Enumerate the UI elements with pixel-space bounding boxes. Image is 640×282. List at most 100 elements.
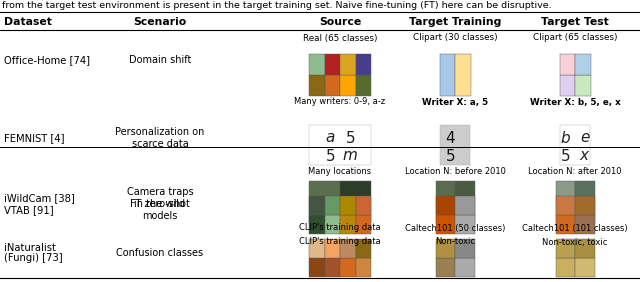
- Text: from the target test environment is present in the target training set. Naive fi: from the target test environment is pres…: [2, 1, 552, 10]
- FancyBboxPatch shape: [324, 196, 340, 215]
- FancyBboxPatch shape: [556, 202, 575, 223]
- Text: Source: Source: [319, 17, 361, 27]
- Text: Caltech101 (101 classes): Caltech101 (101 classes): [522, 224, 628, 232]
- FancyBboxPatch shape: [455, 196, 474, 215]
- Text: $\it{5}$: $\it{5}$: [345, 130, 355, 146]
- Text: Non-toxic: Non-toxic: [435, 237, 475, 246]
- Text: Personalization on
scarce data: Personalization on scarce data: [115, 127, 205, 149]
- Text: CLIP's training data: CLIP's training data: [299, 237, 381, 246]
- FancyBboxPatch shape: [309, 125, 371, 165]
- FancyBboxPatch shape: [340, 215, 355, 234]
- Text: Scenario: Scenario: [133, 17, 187, 27]
- Text: FT zero-shot
models: FT zero-shot models: [130, 199, 190, 221]
- FancyBboxPatch shape: [440, 125, 470, 165]
- Text: Writer X: b, 5, e, x: Writer X: b, 5, e, x: [530, 98, 620, 107]
- FancyBboxPatch shape: [435, 258, 455, 277]
- Text: Target Test: Target Test: [541, 17, 609, 27]
- Text: Camera traps
in the wild: Camera traps in the wild: [127, 187, 193, 209]
- FancyBboxPatch shape: [435, 239, 455, 258]
- FancyBboxPatch shape: [324, 258, 340, 277]
- FancyBboxPatch shape: [575, 239, 595, 258]
- FancyBboxPatch shape: [340, 239, 355, 258]
- Text: $\it{e}$: $\it{e}$: [580, 131, 590, 146]
- Text: (Fungi) [73]: (Fungi) [73]: [4, 253, 63, 263]
- FancyBboxPatch shape: [559, 75, 575, 96]
- FancyBboxPatch shape: [575, 181, 595, 202]
- FancyBboxPatch shape: [455, 215, 474, 234]
- Text: Target Training: Target Training: [409, 17, 501, 27]
- Text: Clipart (65 classes): Clipart (65 classes): [532, 34, 617, 43]
- Text: Domain shift: Domain shift: [129, 55, 191, 65]
- FancyBboxPatch shape: [575, 75, 591, 96]
- Text: Real (65 classes): Real (65 classes): [303, 34, 377, 43]
- FancyBboxPatch shape: [309, 202, 340, 223]
- FancyBboxPatch shape: [435, 181, 455, 202]
- FancyBboxPatch shape: [575, 202, 595, 223]
- FancyBboxPatch shape: [309, 258, 324, 277]
- FancyBboxPatch shape: [455, 181, 474, 202]
- FancyBboxPatch shape: [355, 75, 371, 96]
- FancyBboxPatch shape: [575, 215, 595, 234]
- Text: VTAB [91]: VTAB [91]: [4, 205, 54, 215]
- Text: $\it{4}$: $\it{4}$: [445, 130, 456, 146]
- FancyBboxPatch shape: [355, 215, 371, 234]
- FancyBboxPatch shape: [355, 54, 371, 75]
- FancyBboxPatch shape: [435, 196, 455, 215]
- FancyBboxPatch shape: [340, 258, 355, 277]
- Text: Writer X: a, 5: Writer X: a, 5: [422, 98, 488, 107]
- Text: FEMNIST [4]: FEMNIST [4]: [4, 133, 65, 143]
- FancyBboxPatch shape: [556, 258, 575, 277]
- Text: $\it{5}$: $\it{5}$: [325, 148, 335, 164]
- FancyBboxPatch shape: [559, 54, 575, 75]
- Text: iWildCam [38]: iWildCam [38]: [4, 193, 75, 203]
- FancyBboxPatch shape: [440, 54, 455, 96]
- FancyBboxPatch shape: [355, 196, 371, 215]
- Text: $\it{5}$: $\it{5}$: [445, 148, 455, 164]
- Text: Location N: before 2010: Location N: before 2010: [404, 168, 506, 177]
- FancyBboxPatch shape: [575, 258, 595, 277]
- Text: $\it{5}$: $\it{5}$: [560, 148, 570, 164]
- FancyBboxPatch shape: [309, 181, 340, 202]
- Text: Many writers: 0-9, a-z: Many writers: 0-9, a-z: [294, 98, 385, 107]
- FancyBboxPatch shape: [309, 239, 324, 258]
- FancyBboxPatch shape: [340, 75, 355, 96]
- FancyBboxPatch shape: [435, 215, 455, 234]
- Text: Office-Home [74]: Office-Home [74]: [4, 55, 90, 65]
- Text: Dataset: Dataset: [4, 17, 52, 27]
- Text: Confusion classes: Confusion classes: [116, 248, 204, 258]
- Text: Caltech101 (50 classes): Caltech101 (50 classes): [405, 224, 505, 232]
- FancyBboxPatch shape: [309, 196, 324, 215]
- Text: Clipart (30 classes): Clipart (30 classes): [413, 34, 497, 43]
- FancyBboxPatch shape: [455, 54, 470, 96]
- Text: $\it{m}$: $\it{m}$: [342, 149, 358, 164]
- Text: Non-toxic, toxic: Non-toxic, toxic: [542, 237, 608, 246]
- FancyBboxPatch shape: [560, 125, 590, 165]
- FancyBboxPatch shape: [556, 196, 575, 215]
- FancyBboxPatch shape: [324, 54, 340, 75]
- FancyBboxPatch shape: [455, 239, 474, 258]
- Text: CLIP's training data: CLIP's training data: [299, 224, 381, 232]
- FancyBboxPatch shape: [340, 196, 355, 215]
- FancyBboxPatch shape: [575, 196, 595, 215]
- FancyBboxPatch shape: [455, 258, 474, 277]
- Text: Many locations: Many locations: [308, 168, 372, 177]
- FancyBboxPatch shape: [556, 239, 575, 258]
- Text: $\it{b}$: $\it{b}$: [559, 130, 570, 146]
- FancyBboxPatch shape: [340, 54, 355, 75]
- FancyBboxPatch shape: [556, 215, 575, 234]
- Text: $\it{x}$: $\it{x}$: [579, 149, 591, 164]
- FancyBboxPatch shape: [355, 258, 371, 277]
- FancyBboxPatch shape: [575, 54, 591, 75]
- FancyBboxPatch shape: [309, 75, 324, 96]
- Text: Location N: after 2010: Location N: after 2010: [528, 168, 621, 177]
- FancyBboxPatch shape: [324, 239, 340, 258]
- FancyBboxPatch shape: [455, 202, 474, 223]
- FancyBboxPatch shape: [324, 75, 340, 96]
- FancyBboxPatch shape: [340, 202, 371, 223]
- FancyBboxPatch shape: [355, 239, 371, 258]
- Text: iNaturalist: iNaturalist: [4, 243, 56, 253]
- FancyBboxPatch shape: [309, 215, 324, 234]
- FancyBboxPatch shape: [340, 181, 371, 202]
- FancyBboxPatch shape: [324, 215, 340, 234]
- FancyBboxPatch shape: [309, 54, 324, 75]
